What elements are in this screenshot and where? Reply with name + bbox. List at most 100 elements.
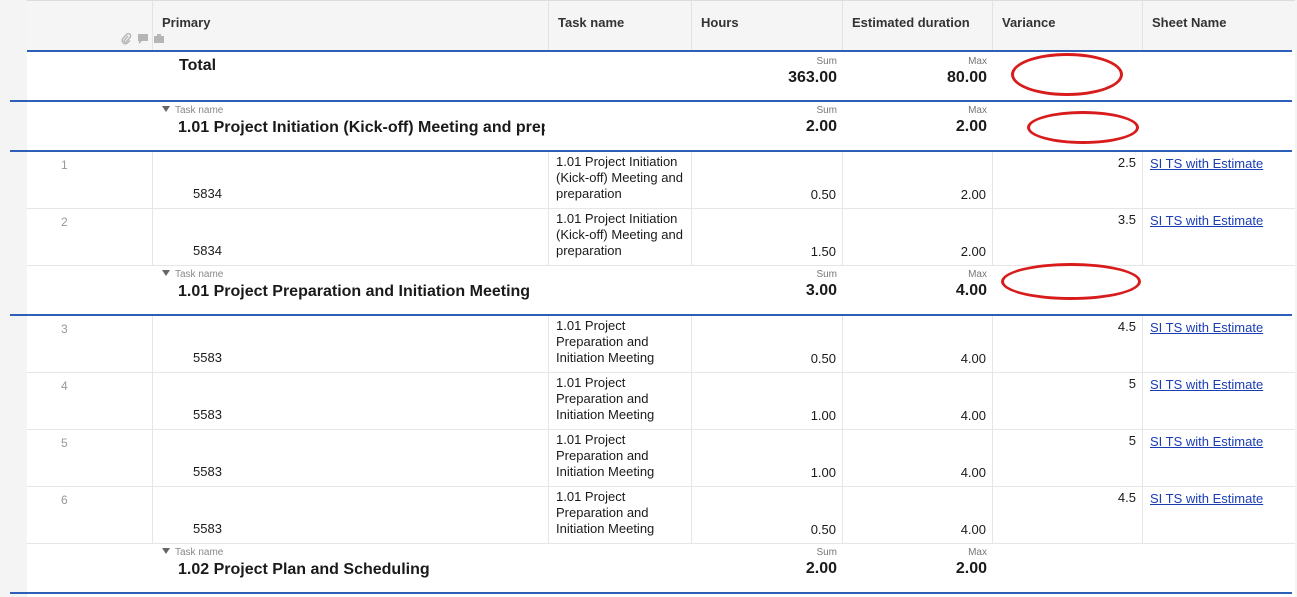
total-label: Total: [179, 57, 217, 74]
group-hours-value: 3.00: [805, 282, 837, 299]
duration-cell[interactable]: 2.00: [842, 209, 992, 265]
primary-cell[interactable]: 5834: [152, 152, 548, 208]
task-name-cell[interactable]: 1.01 Project Preparation and Initiation Me…: [548, 316, 691, 372]
primary-cell[interactable]: 5583: [152, 487, 548, 543]
group-duration-agg: Max: [968, 547, 987, 558]
total-duration-value: 80.00: [946, 69, 987, 86]
total-hours-value: 363.00: [788, 69, 837, 86]
group-hours-agg: Sum: [816, 105, 837, 116]
row-number: 3: [61, 322, 68, 336]
variance-cell[interactable]: 4.5: [992, 487, 1142, 543]
hours-cell[interactable]: 0.50: [691, 316, 842, 372]
duration-cell[interactable]: 4.00: [842, 487, 992, 543]
duration-cell[interactable]: 4.00: [842, 316, 992, 372]
hours-cell[interactable]: 1.00: [691, 373, 842, 429]
row-number: 4: [61, 379, 68, 393]
row-action-icons: [121, 32, 164, 46]
table-row[interactable]: 6 5583 1.01 Project Preparation and Initia…: [27, 487, 1295, 544]
column-header-variance[interactable]: Variance: [992, 1, 1142, 51]
group-duration-value: 2.00: [955, 118, 987, 135]
sheet-link[interactable]: SI TS with Estimate: [1150, 213, 1264, 228]
column-header-hours[interactable]: Hours: [691, 1, 841, 51]
table-row[interactable]: 1 5834 1.01 Project Initiation (Kick-off)…: [27, 152, 1295, 209]
group-hours-agg: Sum: [816, 547, 837, 558]
variance-cell[interactable]: 2.5: [992, 152, 1142, 208]
table-row[interactable]: 2 5834 1.01 Project Initiation (Kick-off)…: [27, 209, 1295, 266]
sheet-link[interactable]: SI TS with Estimate: [1150, 320, 1264, 335]
sheet-link[interactable]: SI TS with Estimate: [1150, 377, 1264, 392]
collapse-triangle-icon[interactable]: [162, 548, 170, 554]
sheet-name-cell[interactable]: SI TS with Estimate: [1142, 487, 1295, 543]
grid-header: Primary Task name Hours Estimated durati…: [27, 0, 1295, 51]
column-header-sheet-name[interactable]: Sheet Name: [1142, 1, 1295, 51]
duration-cell[interactable]: 4.00: [842, 430, 992, 486]
task-name-cell[interactable]: 1.01 Project Initiation (Kick-off) Meetin…: [548, 209, 691, 265]
row-number: 1: [61, 158, 68, 172]
table-row[interactable]: 4 5583 1.01 Project Preparation and Initia…: [27, 373, 1295, 430]
group-header-row[interactable]: Task name 1.02 Project Plan and Scheduli…: [27, 544, 1295, 592]
hours-cell[interactable]: 0.50: [691, 152, 842, 208]
row-number: 6: [61, 493, 68, 507]
sheet-link[interactable]: SI TS with Estimate: [1150, 434, 1264, 449]
column-header-estimated-duration[interactable]: Estimated duration: [842, 1, 992, 51]
group-duration-value: 2.00: [955, 560, 987, 577]
hours-cell[interactable]: 1.50: [691, 209, 842, 265]
group-hours-value: 2.00: [805, 560, 837, 577]
sheet-name-cell[interactable]: SI TS with Estimate: [1142, 316, 1295, 372]
group-duration-value: 4.00: [955, 282, 987, 299]
column-header-primary[interactable]: Primary: [152, 1, 548, 51]
variance-cell[interactable]: 5: [992, 373, 1142, 429]
attachment-icon[interactable]: [121, 32, 132, 45]
row-number: 5: [61, 436, 68, 450]
left-gutter: [0, 0, 27, 597]
sheet-name-cell[interactable]: SI TS with Estimate: [1142, 430, 1295, 486]
total-top-border: [27, 50, 1292, 52]
duration-cell[interactable]: 2.00: [842, 152, 992, 208]
group-field-label: Task name: [162, 269, 223, 280]
column-header-task-name[interactable]: Task name: [548, 1, 691, 51]
task-name-cell[interactable]: 1.01 Project Preparation and Initiation Me…: [548, 487, 691, 543]
sheet-name-cell[interactable]: SI TS with Estimate: [1142, 209, 1295, 265]
sheet-link[interactable]: SI TS with Estimate: [1150, 491, 1264, 506]
total-row: Total Sum 363.00 Max 80.00: [27, 52, 1295, 100]
variance-cell[interactable]: 5: [992, 430, 1142, 486]
group-title: 1.01 Project Preparation and Initiation …: [178, 283, 531, 300]
annotation-ellipse: [1001, 263, 1141, 300]
primary-cell[interactable]: 5583: [152, 373, 548, 429]
group-duration-agg: Max: [968, 105, 987, 116]
variance-cell[interactable]: 3.5: [992, 209, 1142, 265]
annotation-ellipse: [1027, 111, 1139, 144]
collapse-triangle-icon[interactable]: [162, 270, 170, 276]
group-hours-value: 2.00: [805, 118, 837, 135]
table-row[interactable]: 3 5583 1.01 Project Preparation and Initia…: [27, 316, 1295, 373]
group-border: [10, 314, 1292, 316]
annotation-ellipse: [1011, 53, 1123, 96]
task-name-cell[interactable]: 1.01 Project Initiation (Kick-off) Meetin…: [548, 152, 691, 208]
proofing-icon[interactable]: [153, 32, 164, 43]
group-border: [10, 592, 1292, 594]
table-row[interactable]: 5 5583 1.01 Project Preparation and Initia…: [27, 430, 1295, 487]
group-header-row[interactable]: Task name 1.01 Project Preparation and I…: [27, 266, 1295, 314]
task-name-cell[interactable]: 1.01 Project Preparation and Initiation Me…: [548, 373, 691, 429]
sheet-name-cell[interactable]: SI TS with Estimate: [1142, 373, 1295, 429]
sheet-name-cell[interactable]: SI TS with Estimate: [1142, 152, 1295, 208]
group-field-label: Task name: [162, 547, 223, 558]
hours-cell[interactable]: 0.50: [691, 487, 842, 543]
collapse-triangle-icon[interactable]: [162, 106, 170, 112]
comment-icon[interactable]: [137, 32, 148, 44]
group-field-label: Task name: [162, 105, 223, 116]
hours-cell[interactable]: 1.00: [691, 430, 842, 486]
total-bottom-border: [10, 100, 1292, 102]
primary-cell[interactable]: 5583: [152, 430, 548, 486]
duration-cell[interactable]: 4.00: [842, 373, 992, 429]
task-name-cell[interactable]: 1.01 Project Preparation and Initiation Me…: [548, 430, 691, 486]
group-hours-agg: Sum: [816, 269, 837, 280]
right-gutter: [1295, 0, 1297, 597]
group-header-row[interactable]: Task name 1.01 Project Initiation (Kick-…: [27, 102, 1295, 150]
variance-cell[interactable]: 4.5: [992, 316, 1142, 372]
sheet-link[interactable]: SI TS with Estimate: [1150, 156, 1264, 171]
group-duration-agg: Max: [968, 269, 987, 280]
primary-cell[interactable]: 5834: [152, 209, 548, 265]
group-title: 1.02 Project Plan and Scheduling: [178, 561, 430, 578]
primary-cell[interactable]: 5583: [152, 316, 548, 372]
